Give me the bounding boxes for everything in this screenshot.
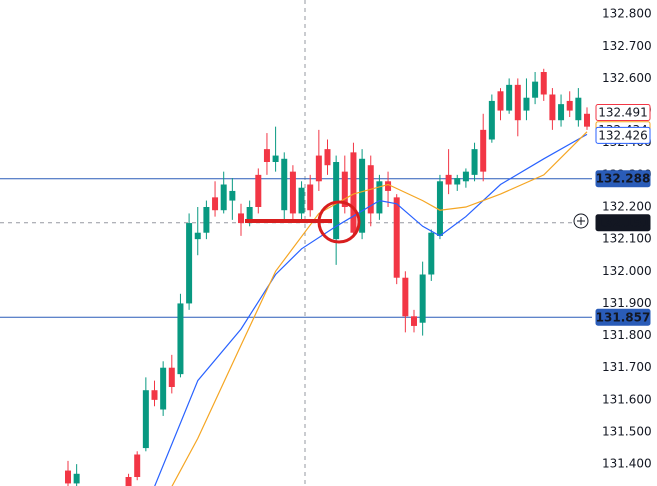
price-label: 132.151: [596, 216, 651, 230]
candle-body: [65, 470, 71, 484]
price-label-box: [595, 214, 651, 232]
y-tick-label: 131.500: [602, 425, 652, 439]
candle-body: [566, 100, 573, 111]
candle-body: [272, 155, 279, 162]
price-axis: 131.400 131.500 131.600 131.700 131.800 131.9…: [592, 7, 652, 471]
candle-body: [558, 104, 565, 121]
candle-body: [142, 390, 149, 449]
candle-body: [281, 158, 288, 211]
candle-body: [324, 149, 331, 166]
y-tick-label: 132.800: [602, 7, 652, 21]
candle-body: [134, 454, 141, 477]
candle-body: [238, 213, 244, 224]
candle-body: [584, 113, 590, 127]
price-label: 132.288: [596, 172, 651, 186]
y-tick-label: 131.400: [602, 457, 652, 471]
candle-body: [341, 171, 348, 207]
candle-body: [350, 152, 357, 233]
candle-body: [497, 91, 504, 111]
candle-body: [454, 178, 461, 185]
candle-body: [514, 84, 521, 121]
candle-body: [462, 171, 469, 182]
candle-body: [575, 97, 582, 121]
candle-body: [307, 184, 314, 211]
candle-body: [246, 207, 253, 224]
candle-body: [168, 367, 175, 387]
price-label: 132.426: [598, 128, 648, 142]
price-label-box: [595, 170, 651, 188]
candle-body: [532, 81, 539, 98]
price-label: 132.491: [598, 105, 648, 119]
candle-body: [359, 158, 366, 233]
y-tick-label: 132.000: [602, 264, 652, 278]
candle-body: [177, 303, 184, 375]
y-tick-label: 131.700: [602, 360, 652, 374]
candle-body: [333, 162, 340, 240]
candle-body: [471, 149, 478, 175]
candle-body: [385, 181, 392, 191]
candle-body: [488, 100, 495, 140]
candle-body: [419, 274, 426, 323]
candle-body: [203, 207, 210, 233]
y-tick-label: 132.200: [602, 200, 652, 214]
candle-body: [549, 94, 556, 121]
candle-body: [540, 72, 547, 95]
candle-body: [506, 84, 513, 111]
candle-body: [393, 197, 400, 278]
candle-body: [125, 477, 132, 486]
y-tick-label: 132.700: [602, 39, 652, 53]
candle-body: [255, 174, 262, 207]
annotation: [245, 200, 589, 244]
drawn-circle: [317, 200, 361, 244]
candle-body: [220, 184, 227, 211]
candle-body: [186, 223, 193, 304]
price-label: 131.857: [596, 310, 651, 324]
candle-body: [298, 187, 305, 214]
candle-body: [523, 97, 530, 111]
candle-body: [160, 367, 167, 410]
price-label-box: [595, 126, 651, 144]
moving-average: [171, 131, 588, 486]
candle-body: [229, 190, 236, 201]
candle-body: [428, 232, 435, 275]
candle-body: [480, 129, 487, 172]
candle-body: [436, 181, 443, 236]
y-tick-label: 131.600: [602, 392, 652, 406]
candle-body: [376, 181, 383, 214]
candle-body: [73, 473, 80, 484]
candle-body: [445, 174, 452, 185]
y-tick-label: 132.600: [602, 71, 652, 85]
y-tick-label: 131.800: [602, 328, 652, 342]
price-label-box: [595, 103, 651, 121]
y-tick-label: 131.900: [602, 296, 652, 310]
moving-average: [154, 133, 588, 486]
candle-body: [263, 149, 270, 162]
y-tick-label: 132.100: [602, 232, 652, 246]
add-icon: [577, 217, 585, 225]
candle-body: [289, 171, 296, 214]
candle-body: [194, 232, 201, 240]
candle-body: [402, 277, 409, 317]
candle-body: [151, 390, 158, 400]
candle-body: [315, 155, 322, 182]
candle-body: [212, 197, 219, 211]
price-label-box: [595, 308, 651, 326]
candle-body: [411, 316, 417, 326]
plot-area: [0, 0, 592, 486]
